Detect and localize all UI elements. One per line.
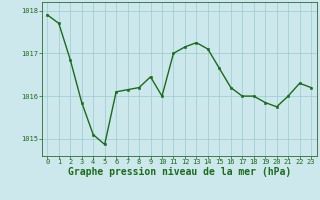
X-axis label: Graphe pression niveau de la mer (hPa): Graphe pression niveau de la mer (hPa) — [68, 167, 291, 177]
